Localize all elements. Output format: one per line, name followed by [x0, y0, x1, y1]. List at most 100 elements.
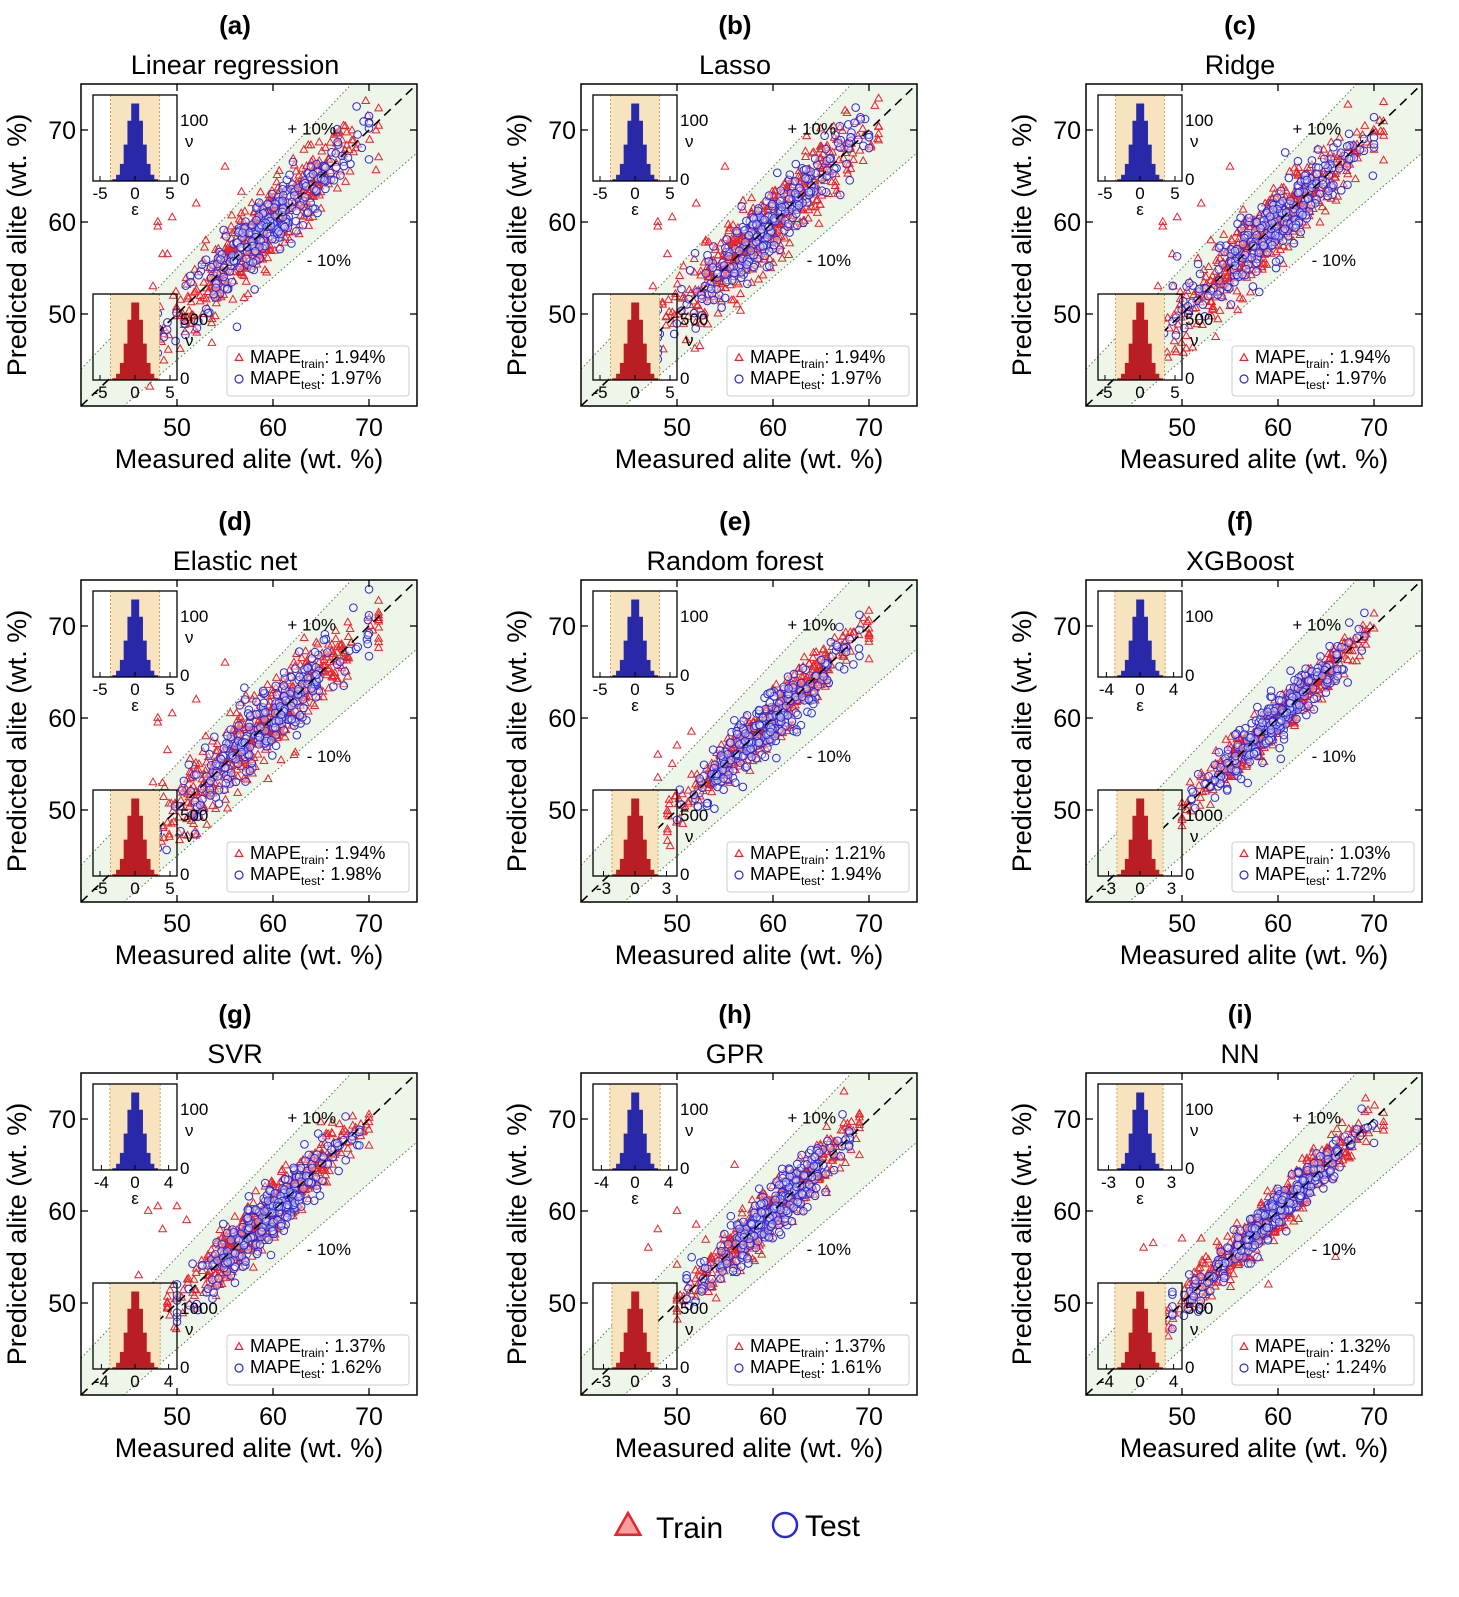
inset-histogram-bar	[116, 869, 121, 876]
inset-y-tick-label: 500	[1185, 310, 1213, 329]
train-point	[1326, 193, 1336, 202]
test-point	[1336, 186, 1346, 195]
train-point	[280, 237, 290, 246]
inset-histogram-bar	[1143, 319, 1148, 380]
test-point	[669, 329, 679, 339]
train-point	[815, 141, 825, 150]
test-point	[1263, 248, 1272, 257]
test-point	[860, 114, 870, 124]
train-point	[1182, 804, 1192, 814]
train-point	[294, 670, 304, 679]
train-outlier-point	[1153, 281, 1163, 290]
train-outlier-point	[653, 749, 663, 758]
train-point	[827, 176, 837, 186]
test-point	[851, 103, 860, 112]
legend-test-marker	[734, 870, 744, 880]
train-point	[1216, 247, 1227, 256]
inset-histogram-bar	[150, 373, 155, 380]
test-point	[1238, 270, 1247, 279]
test-point	[677, 284, 686, 294]
inset-x-tick-label: -5	[1097, 383, 1112, 402]
test-point	[235, 730, 245, 739]
test-point	[790, 177, 800, 186]
test-point	[735, 246, 744, 256]
train-point	[203, 751, 214, 761]
test-point	[279, 221, 288, 231]
train-point	[1369, 124, 1379, 133]
test-point	[262, 229, 272, 238]
inset-histogram-bar	[627, 120, 632, 181]
inset-y-axis-label: ν	[685, 331, 694, 350]
test-point	[821, 144, 831, 154]
train-point	[733, 279, 744, 288]
test-point	[236, 243, 245, 252]
test-point	[727, 276, 737, 285]
test-point	[250, 285, 259, 294]
train-point	[746, 192, 757, 202]
train-point	[819, 644, 829, 653]
train-point	[710, 244, 720, 253]
train-point	[1321, 670, 1331, 679]
test-point	[1214, 243, 1224, 253]
chart-panel-a: + 10%- 10%MAPEtrain: 1.94%MAPEtest: 1.97…	[2, 10, 418, 474]
test-point	[779, 682, 788, 692]
plot-frame	[80, 83, 418, 407]
train-point	[1291, 210, 1301, 219]
test-point	[285, 170, 294, 180]
test-point	[1252, 267, 1261, 276]
train-point	[728, 220, 738, 229]
x-tick-label: 50	[663, 910, 691, 938]
train-point	[158, 791, 169, 801]
train-point	[186, 310, 196, 319]
test-point	[1240, 230, 1250, 240]
test-point	[1171, 313, 1181, 322]
inset-x-axis-label: ε	[131, 696, 139, 715]
test-point	[1273, 204, 1282, 214]
test-point	[717, 303, 726, 312]
inset-histogram-bar	[627, 616, 632, 677]
test-point	[287, 197, 297, 207]
test-point	[739, 716, 748, 726]
inset-histogram-bar	[623, 640, 628, 677]
inset-x-tick-label: -5	[92, 879, 107, 898]
train-point	[311, 187, 322, 196]
panel-title: Linear regression	[131, 50, 340, 80]
train-point	[191, 757, 201, 766]
metrics-legend-box	[726, 841, 910, 893]
inset-histogram-bar	[653, 378, 659, 380]
inset-y-axis-label: ν	[185, 628, 194, 647]
test-point	[205, 749, 214, 759]
train-point	[1280, 191, 1291, 201]
test-point	[742, 762, 752, 771]
inset-histogram-bar	[112, 874, 117, 876]
test-point	[255, 733, 264, 742]
plot-area	[581, 84, 917, 406]
test-point	[258, 686, 268, 696]
train-outlier-point	[162, 744, 173, 754]
train-point	[1235, 245, 1245, 254]
test-point	[216, 255, 225, 264]
train-point	[163, 344, 173, 353]
test-point	[1291, 220, 1301, 229]
legend-metric-subscript: test	[301, 874, 321, 888]
train-point	[313, 691, 323, 701]
legend-metric-value: : 1.94%	[820, 864, 881, 884]
train-point	[848, 148, 858, 157]
inset-y-tick-label: 0	[1185, 369, 1194, 388]
test-point	[280, 222, 290, 232]
legend-metric-value: : 1.97%	[820, 368, 881, 388]
train-point	[193, 764, 203, 773]
train-point	[864, 633, 874, 642]
test-point	[716, 751, 726, 760]
train-point	[175, 294, 186, 303]
inset-histogram-bar	[653, 675, 659, 677]
train-point	[249, 208, 259, 217]
train-point	[1207, 311, 1217, 320]
train-point	[684, 284, 694, 293]
train-outlier-point	[1225, 740, 1235, 749]
test-point	[325, 168, 335, 178]
test-point	[268, 751, 277, 760]
train-point	[862, 616, 872, 625]
train-point	[705, 295, 715, 304]
train-point	[299, 632, 309, 642]
